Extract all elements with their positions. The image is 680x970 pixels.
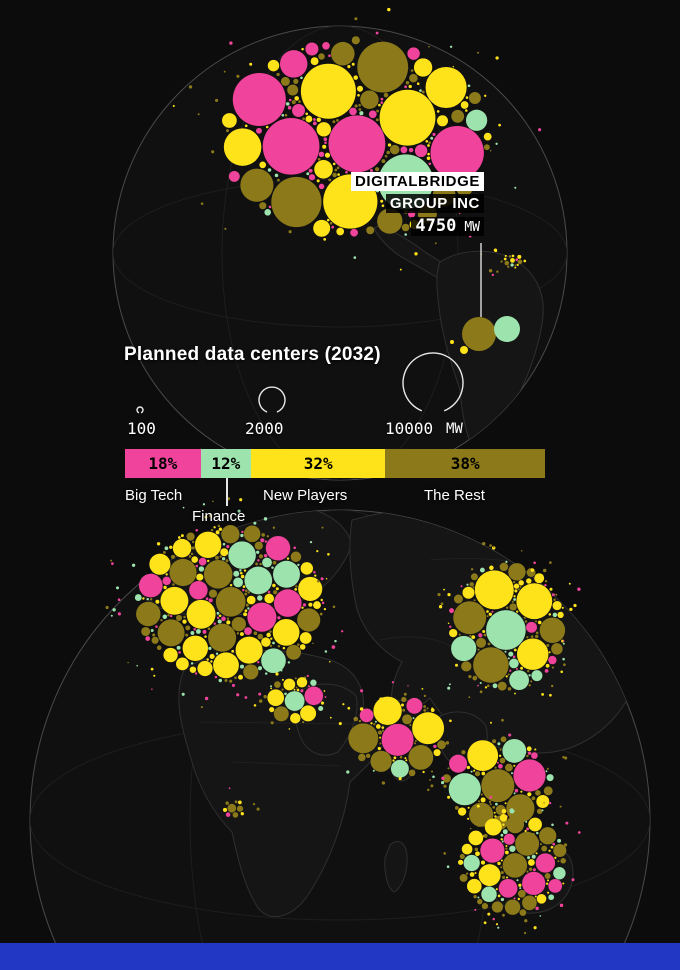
size-scale-arc-10000 <box>402 352 464 412</box>
country-border <box>199 721 361 725</box>
bar-segment-pct-label: 38% <box>450 454 480 473</box>
category-label-the-rest: The Rest <box>424 487 485 504</box>
category-label-new-players: New Players <box>263 487 348 504</box>
bubble-fixed <box>460 346 468 354</box>
bubble-cluster-south-america-dots <box>480 248 527 277</box>
size-scale-arc-2000 <box>258 386 286 413</box>
annotation-unit: MW <box>464 220 480 235</box>
bar-segment-pct-label: 32% <box>303 454 333 473</box>
graticule <box>221 26 459 480</box>
annotation-name-line2: GROUP INC <box>385 194 484 213</box>
footer-bar <box>0 943 680 970</box>
finance-tick-line <box>226 478 228 506</box>
size-scale-arcs <box>136 352 464 414</box>
bubble-cluster-southeast-asia <box>427 718 568 844</box>
bar-segment-pct-label: 12% <box>211 454 241 473</box>
size-scale-label-10000: 10000 <box>385 419 434 438</box>
bubble-cluster-oceania <box>443 795 581 935</box>
bubble-cluster-africa-dots <box>222 787 260 818</box>
bubble-digitalbridge-group-inc <box>462 317 496 351</box>
bubble-cluster-europe <box>105 497 344 709</box>
size-scale-label-100: 100 <box>127 419 156 438</box>
bar-segment-finance: 12% <box>200 449 251 478</box>
annotation-value: 4750 <box>415 216 457 236</box>
size-scale-arc-100 <box>136 406 144 414</box>
bar-segment-new-players: 32% <box>250 449 386 478</box>
bubble-fixed <box>450 340 454 344</box>
annotation-name-line1: DIGITALBRIDGE <box>350 172 484 191</box>
category-label-big-tech: Big Tech <box>125 487 183 504</box>
bar-segment-pct-label: 18% <box>148 454 178 473</box>
bar-segment-the-rest: 38% <box>385 449 545 478</box>
size-scale-label-2000: 2000 <box>245 419 284 438</box>
bubble-cluster-east-asia <box>437 542 581 699</box>
land-madagascar <box>384 841 408 893</box>
annotation-digitalbridge: DIGITALBRIDGE GROUP INC 4750 MW <box>300 171 484 237</box>
bar-segment-big-tech: 18% <box>125 449 201 478</box>
chart-title: Planned data centers (2032) <box>124 344 381 365</box>
bubble-fixed <box>494 316 520 342</box>
bubble-cluster-middle-east <box>258 672 332 730</box>
bubble-clusters-bottom <box>105 497 581 935</box>
country-border <box>231 761 341 767</box>
category-share-bar: 18% 12% 32% 38% <box>125 449 545 478</box>
category-label-finance: Finance <box>192 508 246 525</box>
size-scale-unit: MW <box>446 421 463 437</box>
bubble-cluster-india <box>338 681 454 785</box>
annotation-value-pill: 4750 MW <box>411 216 484 236</box>
